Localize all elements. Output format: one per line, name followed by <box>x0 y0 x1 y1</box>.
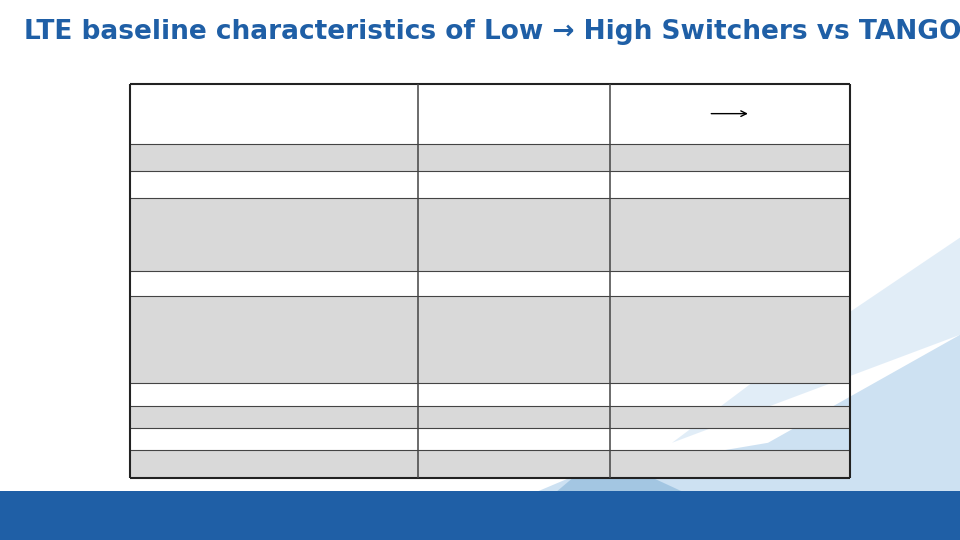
Bar <box>130 199 850 271</box>
Bar <box>130 144 850 171</box>
Bar <box>0 491 960 540</box>
Polygon shape <box>672 238 960 443</box>
Bar <box>130 406 850 428</box>
Polygon shape <box>499 475 787 540</box>
Bar <box>130 450 850 478</box>
Polygon shape <box>422 335 960 540</box>
Text: LTE baseline characteristics of Low → High Switchers vs TANGO PSM: LTE baseline characteristics of Low → Hi… <box>24 19 960 45</box>
Bar <box>130 296 850 383</box>
